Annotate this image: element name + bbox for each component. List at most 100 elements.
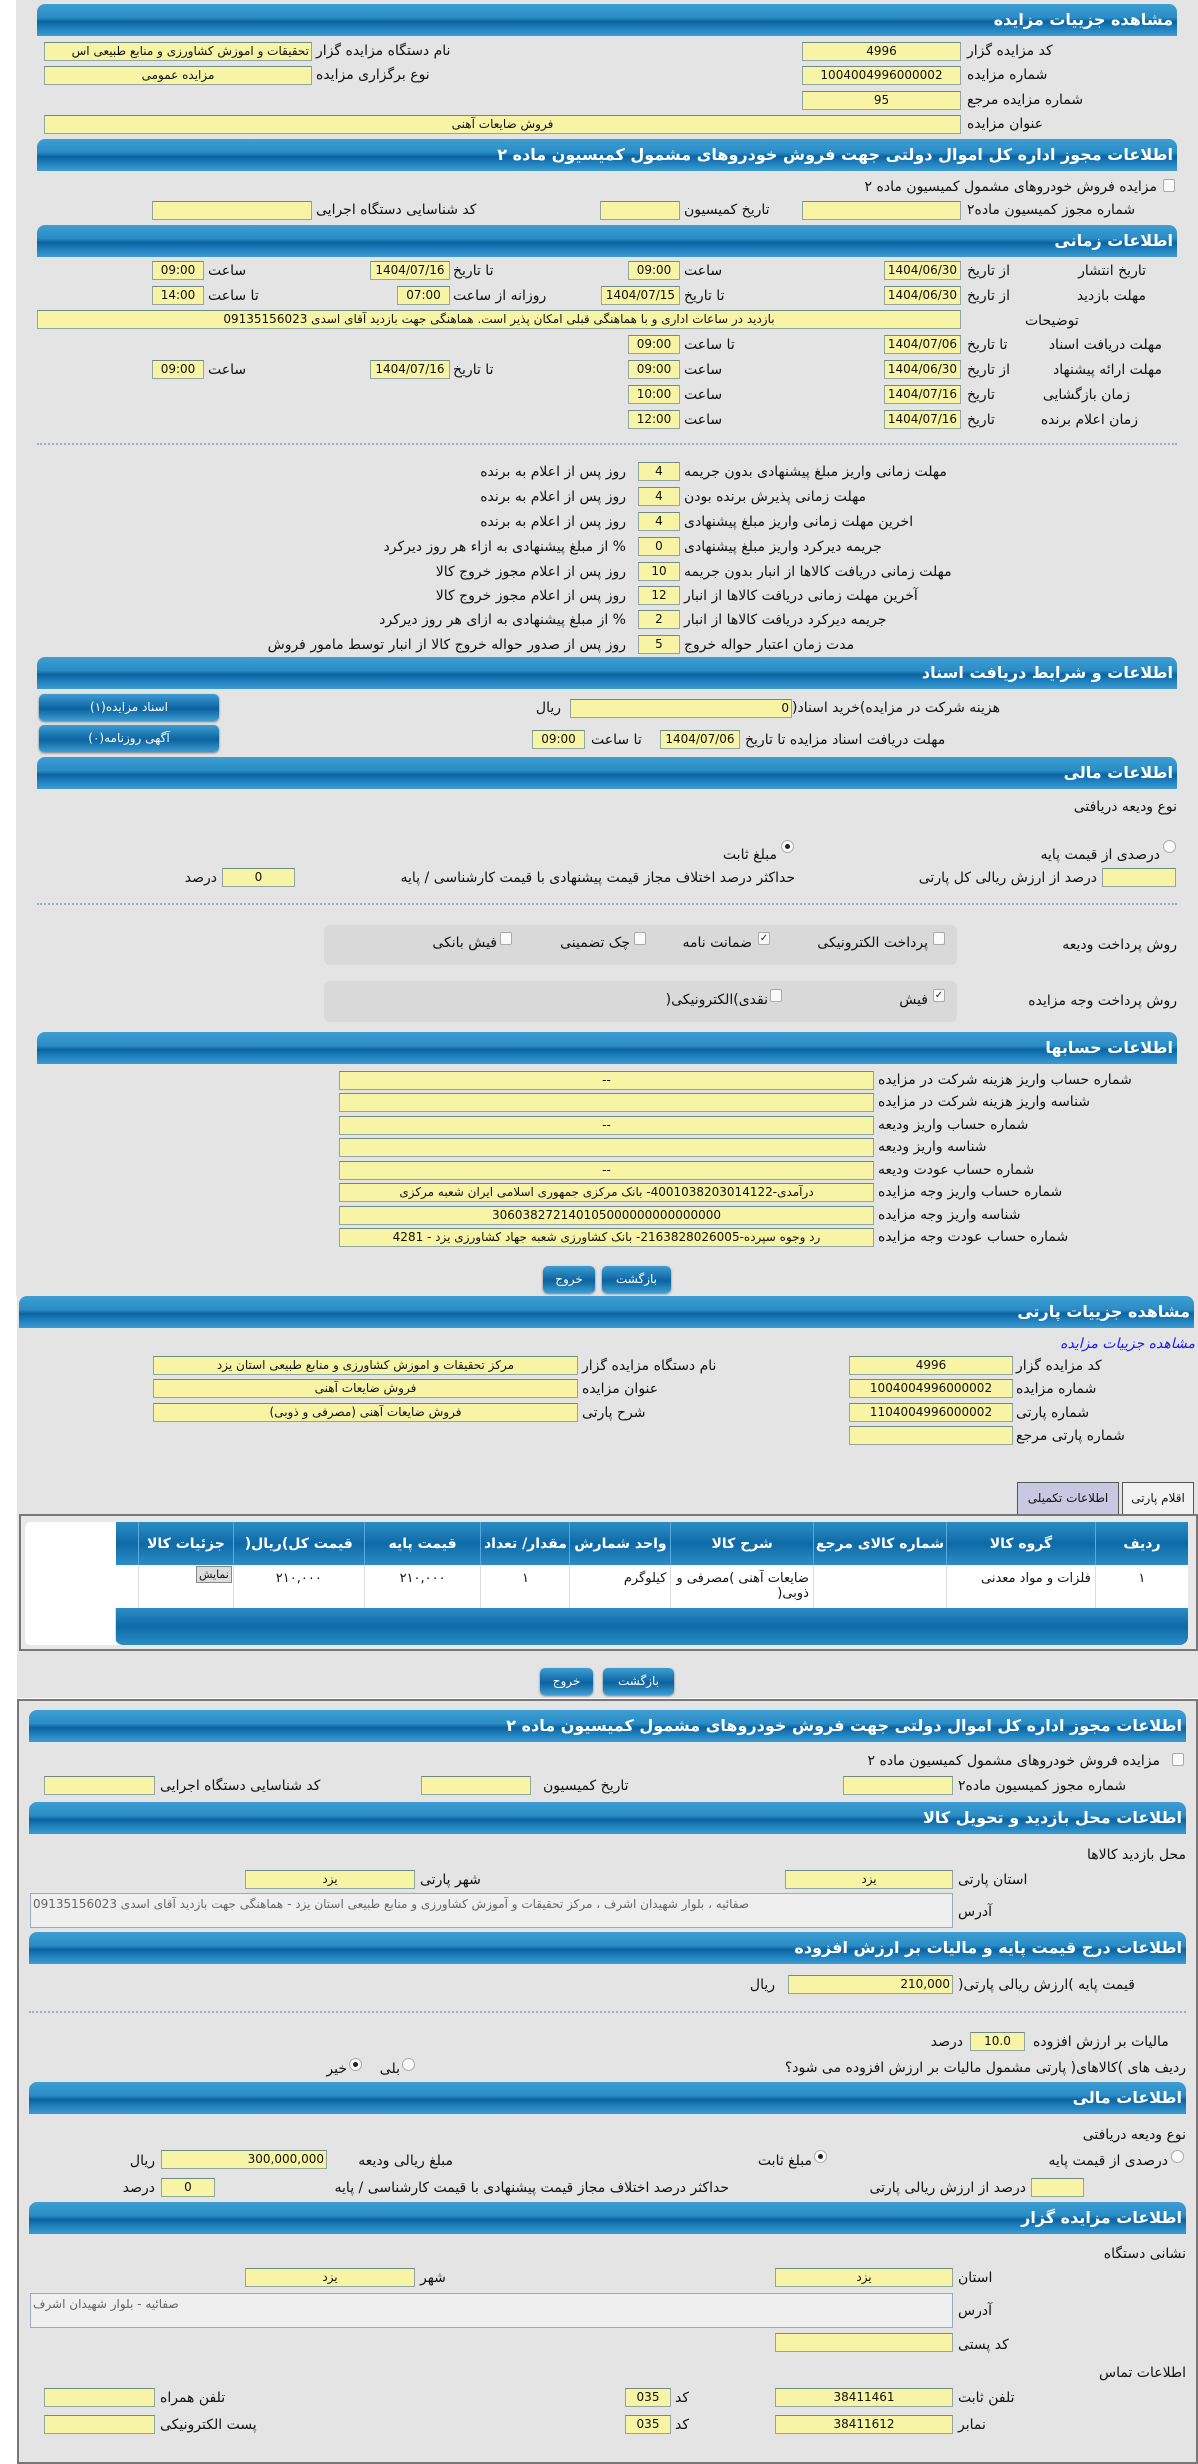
exit-button[interactable]: خروج xyxy=(540,1668,593,1695)
fixed-option-radio[interactable] xyxy=(781,840,794,853)
deadline-field[interactable]: 12 xyxy=(638,586,680,605)
party-subject-field[interactable]: فروش ضایعات آهنی xyxy=(153,1379,578,1398)
publish-to-field[interactable]: 1404/07/16 xyxy=(370,261,450,280)
visit-to-field[interactable]: 1404/07/15 xyxy=(601,286,680,305)
winner-date-field[interactable]: 1404/07/16 xyxy=(884,410,961,429)
party-org-field[interactable]: مرکز تحقیقات و اموزش کشاورزی و منابع طبی… xyxy=(153,1356,578,1375)
extra-permit-no-field[interactable] xyxy=(843,1776,953,1795)
docs-to-time-field[interactable]: 09:00 xyxy=(628,335,680,354)
account-field[interactable]: -- xyxy=(339,1161,874,1180)
visit-daily-to-field[interactable]: 14:00 xyxy=(152,286,204,305)
type-field[interactable]: مزایده عمومی xyxy=(44,66,312,85)
docs-deadline-date-field[interactable]: 1404/07/06 xyxy=(660,730,740,749)
deadline-field[interactable]: 4 xyxy=(638,487,680,506)
deadline-field[interactable]: 2 xyxy=(638,610,680,629)
account-field[interactable]: -- xyxy=(339,1071,874,1090)
address-field[interactable]: صفائیه ، بلوار شهیدان اشرف ، مرکز تحقیقا… xyxy=(30,1893,953,1928)
offer-from-field[interactable]: 1404/06/30 xyxy=(884,360,961,379)
tab-extra-info[interactable]: اطلاعات تکمیلی xyxy=(1017,1482,1119,1514)
party-desc-field[interactable]: فروش ضایعات آهنی (مصرفی و ذوبی) xyxy=(153,1403,578,1422)
deadline-field[interactable]: 0 xyxy=(638,537,680,556)
org-city-field[interactable]: یزد xyxy=(245,2268,415,2287)
phone-code-field[interactable]: 035 xyxy=(625,2388,671,2407)
party-number-field[interactable]: 1004004996000002 xyxy=(849,1379,1013,1398)
percent-option-radio[interactable] xyxy=(1171,2150,1184,2163)
payment-method-checkbox[interactable] xyxy=(770,989,782,1002)
opening-time-field[interactable]: 10:00 xyxy=(628,385,680,404)
extra-exec-code-field[interactable] xyxy=(44,1776,155,1795)
party-no-field[interactable]: 1104004996000002 xyxy=(849,1403,1013,1422)
phone-field[interactable]: 38411461 xyxy=(775,2388,953,2407)
publish-to-time-field[interactable]: 09:00 xyxy=(152,261,204,280)
account-field[interactable]: رد وجوه سپرده-2163828026005- بانک کشاورز… xyxy=(339,1228,874,1247)
show-details-button[interactable]: نمایش xyxy=(196,1566,232,1583)
account-field[interactable]: 306038272140105000000000000000 xyxy=(339,1206,874,1225)
max-diff-field[interactable]: 0 xyxy=(161,2178,215,2197)
account-field[interactable] xyxy=(339,1138,874,1157)
extra-permit-date-field[interactable] xyxy=(421,1776,531,1795)
fax-field[interactable]: 38411612 xyxy=(775,2415,953,2434)
number-field[interactable]: 1004004996000002 xyxy=(802,66,961,85)
publish-from-time-field[interactable]: 09:00 xyxy=(628,261,680,280)
notes-field[interactable]: بازدید در ساعات اداری و با هماهنگی قبلی … xyxy=(37,310,961,329)
postal-field[interactable] xyxy=(775,2333,953,2352)
permit-checkbox[interactable] xyxy=(1163,179,1175,192)
fax-code-field[interactable]: 035 xyxy=(625,2415,671,2434)
ref-field[interactable]: 95 xyxy=(802,91,961,110)
docs-deadline-time-field[interactable]: 09:00 xyxy=(532,730,585,749)
offer-from-time-field[interactable]: 09:00 xyxy=(628,360,680,379)
newspaper-ads-button[interactable]: آگهی روزنامه(۰) xyxy=(39,725,219,752)
visit-from-field[interactable]: 1404/06/30 xyxy=(884,286,961,305)
mobile-field[interactable] xyxy=(44,2388,155,2407)
code-field[interactable]: 4996 xyxy=(802,42,961,61)
back-button[interactable]: بازگشت xyxy=(603,1668,674,1695)
percent-of-total-field[interactable] xyxy=(1102,868,1176,887)
winner-time-field[interactable]: 12:00 xyxy=(628,410,680,429)
account-field[interactable]: -- xyxy=(339,1116,874,1135)
vat-no-radio[interactable] xyxy=(349,2058,362,2071)
deadline-field[interactable]: 4 xyxy=(638,462,680,481)
offer-to-field[interactable]: 1404/07/16 xyxy=(370,360,450,379)
auction-details-link[interactable]: مشاهده جزییات مزایده xyxy=(1060,1336,1195,1352)
deposit-amount-field[interactable]: 300,000,000 xyxy=(161,2150,327,2169)
vat-yes-radio[interactable] xyxy=(402,2058,415,2071)
province-field[interactable]: یزد xyxy=(785,1870,953,1889)
offer-to-time-field[interactable]: 09:00 xyxy=(152,360,204,379)
deadline-field[interactable]: 10 xyxy=(638,562,680,581)
party-code-field[interactable]: 4996 xyxy=(849,1356,1013,1375)
deposit-method-checkbox[interactable] xyxy=(634,932,646,945)
docs-to-field[interactable]: 1404/07/06 xyxy=(884,335,961,354)
deadline-field[interactable]: 4 xyxy=(638,512,680,531)
extra-permit-checkbox[interactable] xyxy=(1172,1753,1184,1766)
deposit-method-checkbox[interactable] xyxy=(933,932,945,945)
opening-date-field[interactable]: 1404/07/16 xyxy=(884,385,961,404)
city-field[interactable]: یزد xyxy=(245,1870,415,1889)
org-province-field[interactable]: یزد xyxy=(775,2268,953,2287)
fee-field[interactable]: 0 xyxy=(570,699,792,718)
org-address-field[interactable]: صفائیه - بلوار شهیدان اشرف xyxy=(30,2293,953,2328)
auction-docs-button[interactable]: اسناد مزایده(۱) xyxy=(39,694,219,721)
fixed-option-radio[interactable] xyxy=(814,2150,827,2163)
permit-date-field[interactable] xyxy=(600,201,680,220)
max-diff-field[interactable]: 0 xyxy=(222,868,295,887)
exit-button[interactable]: خروج xyxy=(543,1266,595,1293)
account-field[interactable]: درآمدی-4001038203014122- بانک مرکزی جمهو… xyxy=(339,1183,874,1202)
tab-party-items[interactable]: اقلام پارتی xyxy=(1122,1482,1194,1514)
percent-option-radio[interactable] xyxy=(1163,840,1176,853)
vat-field[interactable]: 10.0 xyxy=(970,2032,1025,2051)
publish-from-field[interactable]: 1404/06/30 xyxy=(884,261,961,280)
org-field[interactable]: تحقیقات و اموزش کشاورزی و منابع طبیعی اس xyxy=(44,42,312,61)
permit-no-field[interactable] xyxy=(802,201,961,220)
exec-code-field[interactable] xyxy=(152,201,312,220)
deposit-method-checkbox[interactable]: ✓ xyxy=(758,932,770,945)
party-ref-field[interactable] xyxy=(849,1426,1013,1445)
subject-field[interactable]: فروش ضایعات آهنی xyxy=(44,115,961,134)
account-field[interactable] xyxy=(339,1093,874,1112)
deadline-field[interactable]: 5 xyxy=(638,635,680,654)
visit-daily-from-field[interactable]: 07:00 xyxy=(397,286,450,305)
back-button[interactable]: بازگشت xyxy=(602,1266,671,1293)
deposit-method-checkbox[interactable] xyxy=(500,932,512,945)
email-field[interactable] xyxy=(44,2415,155,2434)
base-price-field[interactable]: 210,000 xyxy=(788,1975,953,1994)
percent-of-party-field[interactable] xyxy=(1031,2178,1084,2197)
